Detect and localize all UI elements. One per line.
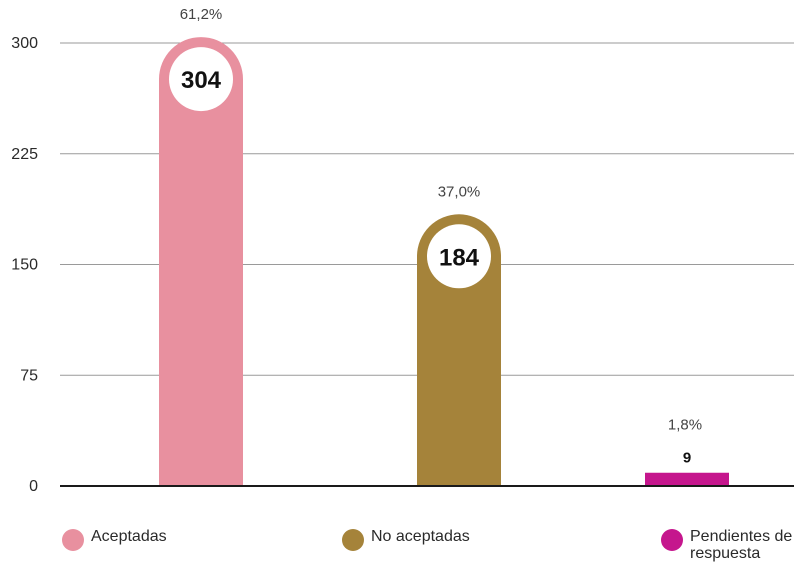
bar-1 bbox=[417, 214, 501, 486]
y-tick-label-150: 150 bbox=[11, 257, 38, 274]
legend-swatch-no-aceptadas bbox=[342, 529, 364, 551]
y-tick-label-0: 0 bbox=[29, 478, 38, 495]
legend-label-pendientes: Pendientes de respuesta bbox=[690, 528, 793, 562]
legend-label-no-aceptadas: No aceptadas bbox=[371, 528, 470, 545]
bar-0 bbox=[159, 37, 243, 487]
value-label-0: 304 bbox=[181, 67, 222, 94]
legend-item-aceptadas: Aceptadas bbox=[62, 528, 167, 551]
percent-label-1: 37,0% bbox=[438, 183, 481, 200]
y-tick-label-300: 300 bbox=[11, 35, 38, 52]
value-circle-1 bbox=[427, 224, 491, 289]
legend-swatch-aceptadas bbox=[62, 529, 84, 551]
percent-label-2: 1,8% bbox=[668, 417, 702, 434]
bar-2 bbox=[645, 472, 729, 486]
value-label-1: 184 bbox=[439, 244, 480, 271]
legend-item-pendientes: Pendientes de respuesta bbox=[661, 528, 794, 562]
y-tick-label-225: 225 bbox=[11, 146, 38, 163]
legend-label-aceptadas: Aceptadas bbox=[91, 528, 167, 545]
bar-chart: 0 75 150 225 300 304 61,2% 184 37,0% 9 1,8% bbox=[11, 6, 794, 495]
y-tick-label-75: 75 bbox=[20, 367, 38, 384]
value-label-2: 9 bbox=[683, 450, 691, 467]
percent-label-0: 61,2% bbox=[180, 6, 223, 23]
value-circle-0 bbox=[169, 47, 233, 112]
legend-swatch-pendientes bbox=[661, 529, 683, 551]
legend-item-no-aceptadas: No aceptadas bbox=[342, 528, 470, 551]
